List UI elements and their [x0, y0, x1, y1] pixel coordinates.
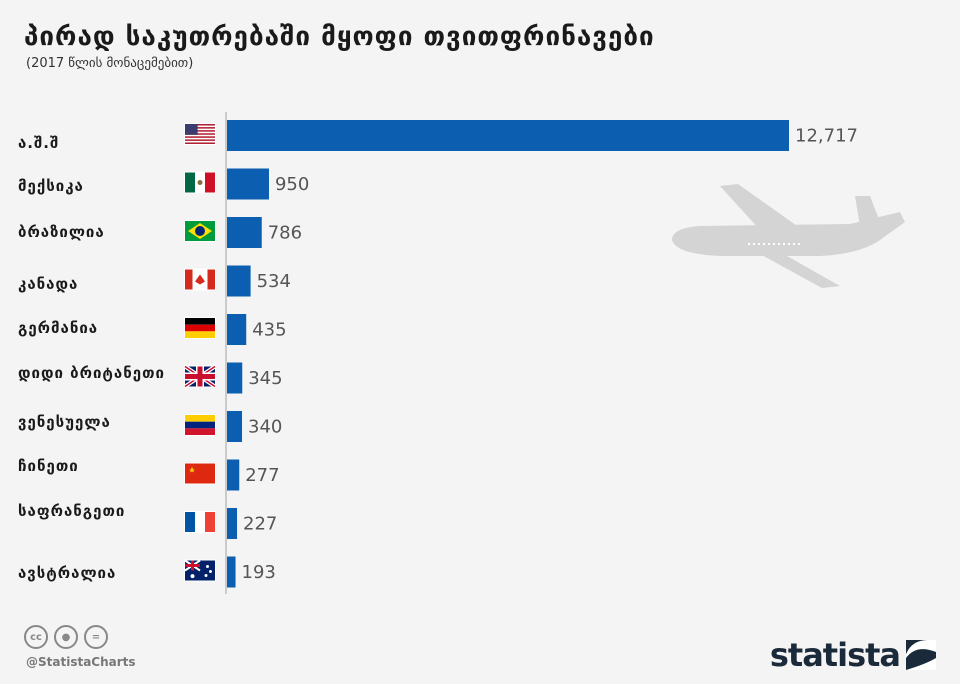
bar-2: [227, 217, 262, 248]
value-label: 345: [248, 368, 282, 389]
category-label: ა.შ.შ: [18, 134, 59, 152]
brazil-flag-icon: [184, 220, 216, 242]
by-icon[interactable]: ●: [54, 625, 78, 649]
category-label: კანადა: [18, 275, 78, 293]
venezuela-flag-icon: [184, 414, 216, 436]
category-label: გერმანია: [18, 319, 98, 337]
category-label: საფრანგეთი: [18, 502, 125, 520]
bar-5: [227, 362, 243, 394]
bar-6: [227, 411, 243, 442]
chart-subtitle: (2017 წლის მონაცემებით): [26, 56, 194, 71]
value-label: 340: [248, 417, 282, 438]
value-label: 786: [268, 223, 302, 244]
category-label: დიდი ბრიტანეთი: [18, 364, 165, 382]
brand-name: statista: [769, 636, 901, 674]
bar-0: [227, 120, 789, 151]
category-label: მექსიკა: [18, 177, 84, 195]
bar-4: [227, 314, 247, 345]
category-label: ვენესუელა: [18, 413, 111, 431]
bar-8: [227, 508, 238, 539]
value-label: 950: [275, 174, 309, 195]
bar-3: [227, 265, 251, 297]
category-label: ჩინეთი: [18, 457, 79, 475]
value-label: 12,717: [795, 126, 858, 147]
germany-flag-icon: [184, 317, 216, 339]
china-flag-icon: [184, 462, 216, 485]
us-flag-icon: [184, 123, 216, 145]
australia-flag-icon: [184, 559, 216, 582]
chart-title: პირად საკუთრებაში მყოფი თვითფრინავები: [24, 22, 655, 52]
statista-logo-icon: [906, 640, 936, 670]
france-flag-icon: [184, 511, 216, 533]
value-label: 193: [242, 562, 276, 583]
cc-icon[interactable]: cc: [24, 625, 48, 649]
statista-logo[interactable]: statista: [770, 636, 936, 674]
canada-flag-icon: [184, 268, 216, 291]
uk-flag-icon: [183, 364, 217, 389]
bar-9: [227, 556, 236, 588]
airplane-icon: [672, 184, 905, 288]
bar-1: [227, 168, 269, 200]
bar-7: [227, 459, 240, 491]
category-label: ავსტრალია: [18, 564, 116, 582]
category-label: ბრაზილია: [18, 223, 105, 241]
value-label: 435: [252, 320, 286, 341]
license-icons: cc ● =: [24, 625, 108, 649]
nd-icon[interactable]: =: [84, 625, 108, 649]
value-label: 227: [243, 514, 277, 535]
twitter-handle[interactable]: @StatistaCharts: [26, 655, 136, 669]
value-label: 277: [245, 465, 279, 486]
mexico-flag-icon: [184, 171, 216, 194]
value-label: 534: [257, 271, 291, 292]
